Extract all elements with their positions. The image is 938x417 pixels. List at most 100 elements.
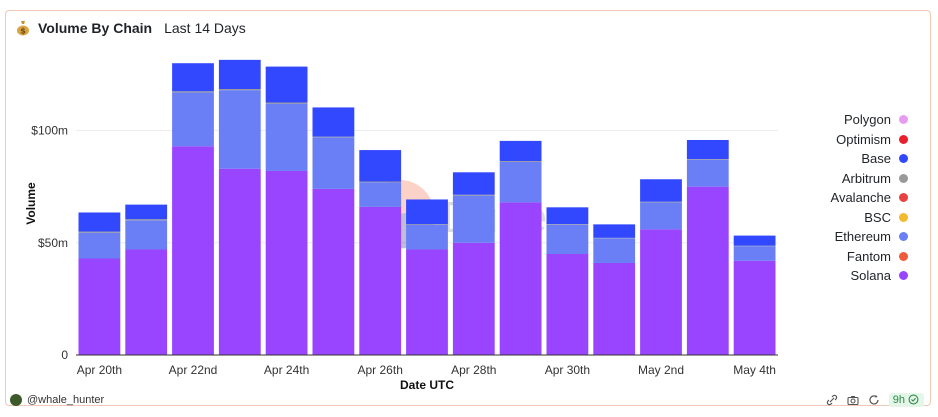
y-tick-label: $50m <box>38 236 68 250</box>
svg-text:$: $ <box>20 27 26 36</box>
bar-ethereum <box>546 224 589 254</box>
refresh-icon[interactable] <box>868 394 880 406</box>
bar-base <box>499 140 542 162</box>
bar-ethereum <box>593 238 636 263</box>
legend-label: Arbitrum <box>841 170 891 186</box>
bar-solana <box>406 249 448 355</box>
footer-toolbar: 9h <box>826 393 924 407</box>
legend-item-avalanche[interactable]: Avalanche <box>788 188 908 208</box>
legend-swatch <box>899 232 908 242</box>
bar-solana <box>452 242 495 355</box>
camera-icon[interactable] <box>847 394 859 406</box>
bar-base <box>686 139 729 160</box>
bar-solana <box>218 168 261 355</box>
legend-item-bsc[interactable]: BSC <box>788 208 908 228</box>
query-age-badge[interactable]: 9h <box>888 393 924 407</box>
legend-item-arbitrum[interactable]: Arbitrum <box>788 169 908 189</box>
legend-item-polygon[interactable]: Polygon <box>788 110 908 130</box>
bar-base <box>452 172 495 195</box>
chart-title: Volume By Chain <box>38 20 153 36</box>
chart-subtitle: Last 14 Days <box>164 20 246 36</box>
bar-ethereum <box>218 90 261 169</box>
bar-base <box>546 207 589 225</box>
bar-ethereum <box>265 103 308 171</box>
x-tick-label: Apr 22nd <box>169 363 218 377</box>
bar-arbitrum <box>452 194 495 196</box>
bar-base <box>172 63 214 92</box>
legend-swatch <box>899 173 908 183</box>
legend-item-base[interactable]: Base <box>788 149 908 169</box>
bar-arbitrum <box>218 89 261 91</box>
bar-base <box>312 107 355 137</box>
bar-arbitrum <box>640 201 682 203</box>
x-tick-label: Apr 30th <box>545 363 590 377</box>
bar-ethereum <box>406 224 448 250</box>
y-tick-label: 0 <box>61 348 68 362</box>
bar-solana <box>265 170 308 355</box>
bar-solana <box>499 202 542 355</box>
bar-ethereum <box>640 202 682 230</box>
bar-solana <box>546 254 589 355</box>
bar-base <box>218 59 261 90</box>
x-tick-label: May 4th <box>733 363 776 377</box>
bar-ethereum <box>452 195 495 243</box>
y-tick-label: $100m <box>31 124 68 138</box>
legend-label: Ethereum <box>834 229 891 245</box>
bar-ethereum <box>359 182 402 207</box>
bar-base <box>125 204 168 220</box>
bar-arbitrum <box>172 91 214 93</box>
author-name: @whale_hunter <box>27 394 105 406</box>
x-tick-label: Apr 20th <box>77 363 122 377</box>
legend-item-fantom[interactable]: Fantom <box>788 247 908 267</box>
link-icon[interactable] <box>826 394 838 406</box>
legend-swatch <box>899 134 908 144</box>
bar-solana <box>640 229 682 355</box>
x-axis-title: Date UTC <box>400 378 454 392</box>
query-age: 9h <box>892 394 905 406</box>
bar-solana <box>312 188 355 355</box>
legend-swatch <box>899 193 908 203</box>
legend-swatch <box>899 115 908 125</box>
legend-label: BSC <box>864 209 891 225</box>
legend-label: Fantom <box>846 248 891 264</box>
bar-ethereum <box>733 246 776 261</box>
legend-swatch <box>899 251 908 261</box>
legend-swatch <box>899 271 908 281</box>
bar-arbitrum <box>359 181 402 183</box>
bar-ethereum <box>78 232 121 259</box>
bar-base <box>640 179 682 202</box>
avatar <box>10 394 22 406</box>
bar-arbitrum <box>265 102 308 104</box>
money-bag-icon: $ <box>16 20 30 36</box>
legend-label: Base <box>861 151 891 167</box>
chart-legend: Polygon Optimism Base Arbitrum Avalanche BSC E… <box>788 110 908 286</box>
legend-item-ethereum[interactable]: Ethereum <box>788 227 908 247</box>
bar-solana <box>593 262 636 355</box>
legend-swatch <box>899 154 908 164</box>
check-circle-icon <box>908 394 920 406</box>
bar-arbitrum <box>546 224 589 225</box>
legend-item-optimism[interactable]: Optimism <box>788 130 908 150</box>
bar-arbitrum <box>312 136 355 138</box>
bar-ethereum <box>499 161 542 203</box>
bar-base <box>733 235 776 246</box>
bar-base <box>78 212 121 232</box>
bar-ethereum <box>312 137 355 189</box>
legend-item-solana[interactable]: Solana <box>788 266 908 286</box>
author-attribution[interactable]: @whale_hunter <box>10 394 104 406</box>
legend-label: Optimism <box>836 131 891 147</box>
bar-base <box>265 66 308 103</box>
bar-arbitrum <box>78 231 121 233</box>
bar-solana <box>78 258 121 355</box>
legend-label: Polygon <box>844 112 891 128</box>
bar-base <box>593 224 636 238</box>
x-tick-label: Apr 24th <box>264 363 309 377</box>
y-axis-title: Volume <box>24 182 38 225</box>
bar-ethereum <box>686 159 729 187</box>
bar-solana <box>733 260 776 355</box>
bar-arbitrum <box>406 224 448 225</box>
bar-arbitrum <box>125 219 168 221</box>
bar-arbitrum <box>499 161 542 162</box>
x-tick-label: Apr 26th <box>358 363 403 377</box>
